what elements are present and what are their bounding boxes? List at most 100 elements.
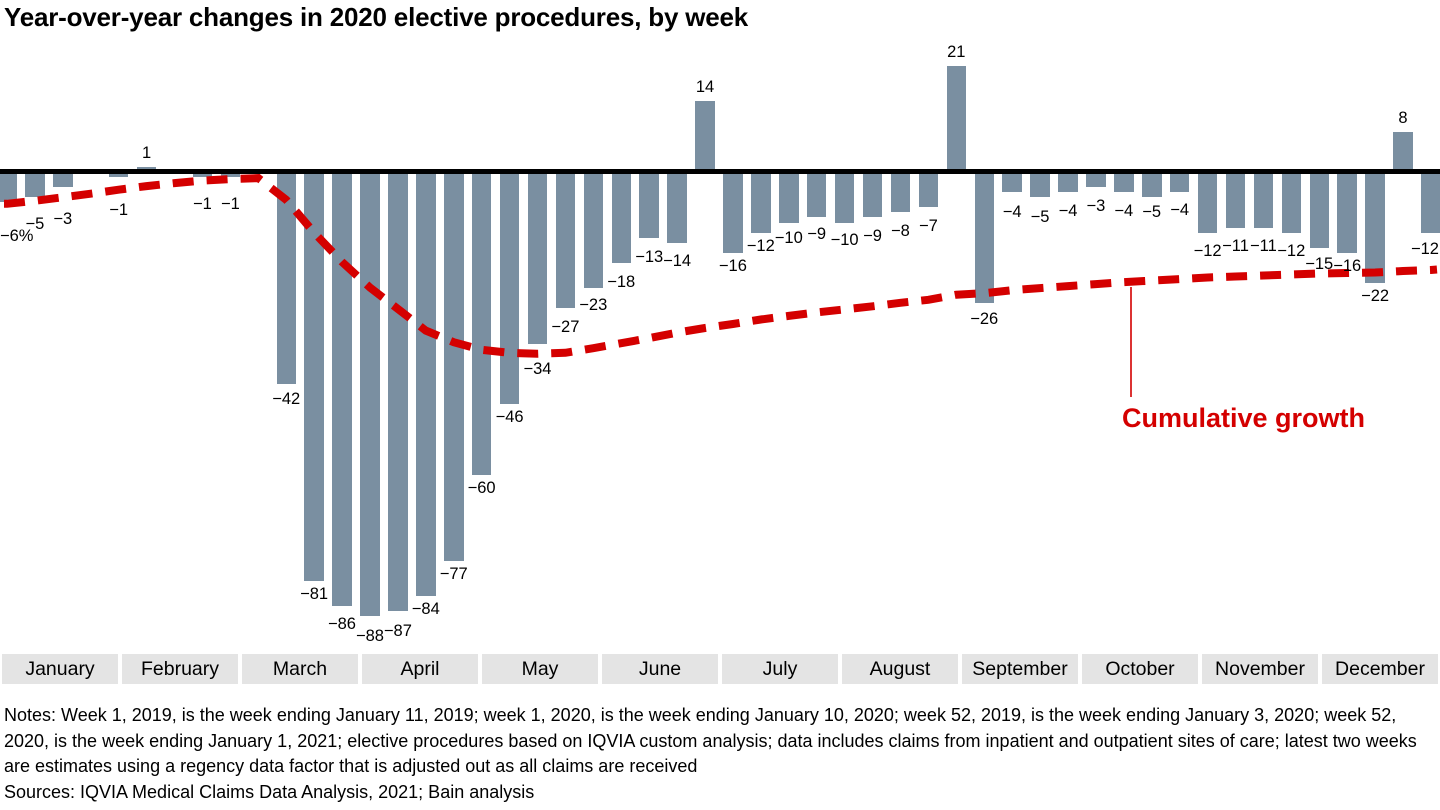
month-label-november: November [1202,654,1318,684]
bar-label-week-5: −1 [109,201,129,220]
bar-label-week-33: −8 [890,222,910,241]
bar-label-week-11: −42 [272,390,301,409]
month-label-february: February [122,654,238,684]
bar-week-26 [695,101,715,172]
month-label-september: September [962,654,1078,684]
bar-label-week-50: −22 [1361,287,1390,306]
bar-week-3 [53,172,73,188]
month-label-january: January [2,654,118,684]
bar-label-week-3: −3 [53,210,73,229]
bar-week-2 [25,172,45,198]
bar-label-week-13: −86 [328,615,356,634]
bar-label-week-21: −27 [551,318,580,337]
month-label-december: December [1322,654,1438,684]
bar-label-week-17: −77 [439,564,468,583]
bar-label-week-49: −16 [1333,256,1362,275]
bar-week-45 [1225,172,1246,228]
bar-week-23 [611,172,631,263]
bar-label-week-15: −87 [383,622,412,641]
bar-week-43 [1169,172,1190,193]
bar-label-week-37: −4 [1002,203,1022,222]
bar-label-week-27: −16 [718,256,747,275]
bar-label-week-22: −23 [579,296,608,315]
bar-label-week-46: −11 [1250,236,1277,255]
bar-label-week-35: 21 [947,43,966,61]
bar-label-week-48: −15 [1305,254,1334,273]
bar-week-12 [304,172,324,582]
bar-week-25 [667,172,687,243]
cumulative-line-layer [4,174,1438,397]
bar-week-18 [471,172,492,475]
month-label-june: June [602,654,718,684]
bar-week-36 [974,172,994,304]
bar-label-week-52: −12 [1411,239,1439,258]
bar-label-week-44: −12 [1193,241,1222,260]
bar-week-1 [0,172,17,203]
bar-label-week-36: −26 [970,310,999,329]
bar-week-27 [723,172,743,253]
bar-week-21 [555,172,576,309]
bar-week-16 [416,172,436,597]
bar-week-32 [862,172,883,218]
bar-week-22 [583,172,604,289]
bar-label-week-45: −11 [1222,236,1249,255]
bar-label-week-25: −14 [663,251,692,270]
bar-label-week-40: −3 [1086,197,1106,216]
bar-label-week-6: 1 [142,143,152,162]
notes-text: Notes: Week 1, 2019, is the week ending … [4,705,1417,776]
footnotes: Notes: Week 1, 2019, is the week ending … [4,703,1436,805]
bar-label-week-41: −4 [1114,202,1134,221]
bar-label-week-51: 8 [1398,108,1408,127]
bar-week-50 [1365,172,1385,284]
bar-week-44 [1197,172,1218,233]
cumulative-growth-label: Cumulative growth [1122,403,1366,433]
bar-week-31 [834,172,855,223]
bar-label-week-2: −5 [25,215,45,234]
bar-week-41 [1114,172,1134,193]
bar-label-week-16: −84 [411,600,440,619]
bar-week-47 [1281,172,1302,233]
bar-week-29 [779,172,799,223]
bar-week-49 [1337,172,1357,253]
bar-week-15 [388,172,408,612]
bar-week-42 [1142,172,1162,198]
bar-label-week-30: −9 [807,225,827,244]
bar-week-24 [639,172,659,238]
month-label-may: May [482,654,598,684]
bar-label-week-9: −1 [220,195,240,214]
bar-week-13 [332,172,352,607]
bar-label-week-18: −60 [467,479,496,497]
bar-label-week-20: −34 [523,359,552,378]
bar-label-week-47: −12 [1277,241,1306,260]
plot-area: Cumulative growth −6% −5 −3 −1 1 −1 −1 −42 −81 −8… [0,43,1440,646]
month-label-august: August [842,654,958,684]
bar-week-17 [444,172,464,561]
bar-week-19 [499,172,520,405]
month-label-march: March [242,654,358,684]
bar-label-week-42: −5 [1142,203,1162,222]
bar-label-week-29: −10 [774,228,803,247]
bar-week-11 [276,172,296,385]
bar-week-46 [1253,172,1274,228]
bar-week-34 [918,172,939,208]
bar-week-33 [890,172,911,213]
bar-label-week-39: −4 [1058,202,1078,221]
bar-week-28 [751,172,771,233]
bar-week-51 [1393,131,1413,172]
bar-week-48 [1309,172,1329,248]
sources-text: Sources: IQVIA Medical Claims Data Analy… [4,781,535,802]
bar-week-20 [527,172,548,344]
bar-label-week-24: −13 [635,247,664,266]
bar-label-week-23: −18 [607,272,636,291]
bar-label-week-34: −7 [918,217,938,236]
bar-week-35 [946,66,966,172]
month-axis: January February March April May June July Augu… [2,654,1438,684]
bar-label-week-14: −88 [356,627,384,646]
month-label-july: July [722,654,838,684]
bar-label-week-31: −10 [830,230,859,249]
bar-week-14 [360,172,380,617]
zero-baseline [0,169,1440,174]
bar-week-39 [1058,172,1078,193]
bar-label-week-12: −81 [300,585,329,603]
